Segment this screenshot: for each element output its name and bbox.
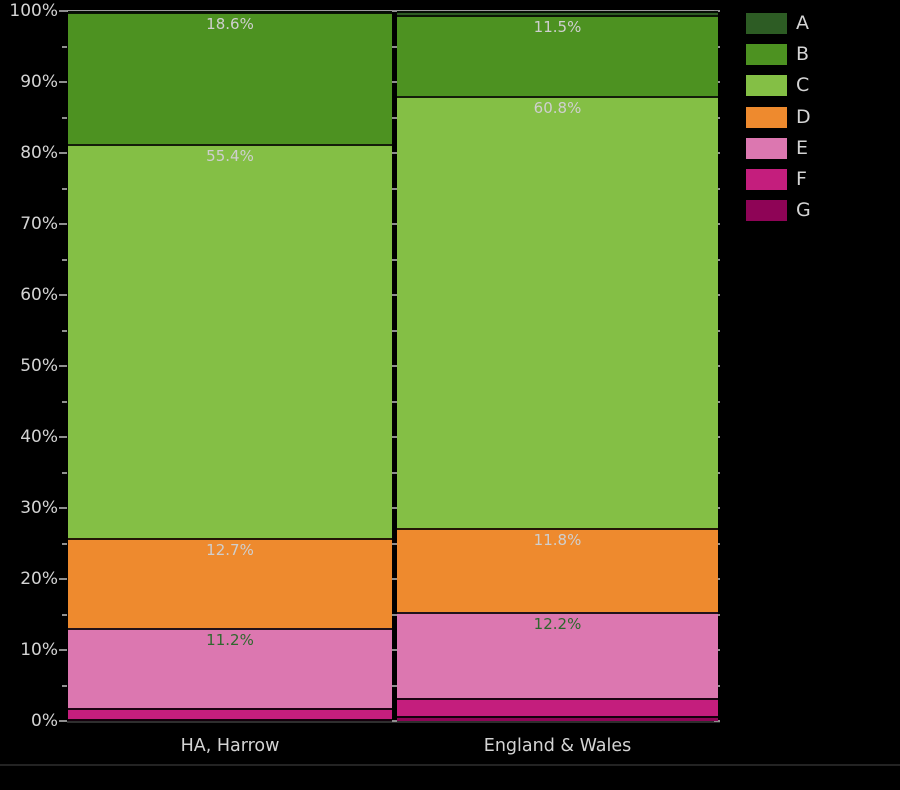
segment-value-label: 55.4% <box>206 147 254 166</box>
bar-segment-d: 12.7% <box>68 537 392 628</box>
y-tick-label: 20% <box>20 568 58 589</box>
legend-label-b: B <box>796 43 810 66</box>
y-gap-tick <box>392 720 397 722</box>
legend-label-f: F <box>796 168 807 190</box>
bar-segment-f <box>68 707 392 719</box>
y-major-tick <box>59 10 67 12</box>
y-minor-tick <box>62 684 67 687</box>
y-gap-tick <box>392 613 397 616</box>
legend-label-a: A <box>796 12 809 34</box>
y-minor-tick <box>62 542 67 545</box>
y-tick-label: 40% <box>20 426 58 447</box>
y-tick-label: 70% <box>20 213 58 234</box>
legend-swatch-b <box>746 44 787 66</box>
x-tick-label: England & Wales <box>483 736 632 756</box>
y-right-tick <box>714 720 720 722</box>
y-minor-tick <box>62 329 67 332</box>
y-gap-tick <box>392 684 397 687</box>
bar-segment-b: 11.5% <box>397 14 718 97</box>
bar-segment-f <box>397 698 718 717</box>
y-gap-tick <box>392 436 397 438</box>
y-major-tick <box>59 152 67 154</box>
bar-segment-d: 11.8% <box>397 527 718 612</box>
segment-value-label: 11.2% <box>206 630 254 649</box>
y-major-tick <box>59 436 67 438</box>
y-major-tick <box>59 223 67 225</box>
bar-segment-e: 11.2% <box>68 627 392 708</box>
y-minor-tick <box>62 258 67 261</box>
plot-bottom-spine <box>67 721 720 723</box>
y-minor-tick <box>62 613 67 616</box>
legend-label-c: C <box>796 74 810 97</box>
legend-swatch-d <box>746 106 787 128</box>
segment-value-label: 11.5% <box>533 17 582 36</box>
segment-value-label: 12.2% <box>533 614 582 633</box>
y-gap-tick <box>392 45 397 48</box>
legend-swatch-f <box>746 169 787 190</box>
legend-swatch-a <box>746 13 787 34</box>
y-gap-tick <box>392 542 397 545</box>
legend-label-g: G <box>796 199 811 222</box>
legend-swatch-g <box>746 200 787 222</box>
bar-segment-c: 60.8% <box>397 96 718 528</box>
bar-segment-b: 18.6% <box>68 12 392 145</box>
legend-swatch-e <box>746 137 787 159</box>
y-major-tick <box>59 81 67 83</box>
y-tick-label: 80% <box>20 142 58 163</box>
y-minor-tick <box>62 45 67 48</box>
y-gap-tick <box>392 152 397 154</box>
y-gap-tick <box>392 187 397 190</box>
y-gap-tick <box>392 223 397 225</box>
y-minor-tick <box>62 187 67 190</box>
y-gap-tick <box>392 578 397 580</box>
y-major-tick <box>59 507 67 509</box>
y-tick-label: 30% <box>20 497 58 518</box>
bar-segment-g <box>397 716 718 721</box>
y-tick-label: 0% <box>31 710 58 731</box>
y-major-tick <box>59 365 67 367</box>
y-gap-tick <box>392 329 397 332</box>
y-tick-label: 90% <box>20 71 58 92</box>
x-tick-label: HA, Harrow <box>180 736 280 756</box>
segment-value-label: 11.8% <box>533 530 582 549</box>
y-gap-tick <box>392 116 397 119</box>
y-gap-tick <box>392 649 397 651</box>
segment-value-label: 60.8% <box>533 99 582 118</box>
bar-segment-a <box>397 11 718 15</box>
bar-segment-c: 55.4% <box>68 144 392 538</box>
bar-segment-g <box>68 718 392 721</box>
y-major-tick <box>59 294 67 296</box>
y-gap-tick <box>392 10 397 12</box>
y-minor-tick <box>62 400 67 403</box>
y-tick-label: 50% <box>20 355 58 376</box>
y-minor-tick <box>62 471 67 474</box>
y-gap-tick <box>392 507 397 509</box>
y-gap-tick <box>392 81 397 83</box>
y-major-tick <box>59 720 67 722</box>
bar-segment-e: 12.2% <box>397 611 718 699</box>
y-gap-tick <box>392 471 397 474</box>
legend-label-d: D <box>796 105 811 128</box>
y-tick-label: 10% <box>20 639 58 660</box>
segment-value-label: 12.7% <box>206 540 254 559</box>
y-major-tick <box>59 649 67 651</box>
legend-label-e: E <box>796 136 809 159</box>
y-gap-tick <box>392 258 397 261</box>
y-major-tick <box>59 578 67 580</box>
y-tick-label: 60% <box>20 284 58 305</box>
figure-bottom-divider <box>0 764 900 766</box>
segment-value-label: 18.6% <box>206 15 254 34</box>
y-gap-tick <box>392 365 397 367</box>
y-gap-tick <box>392 400 397 403</box>
y-tick-label: 100% <box>9 0 58 21</box>
bar-segment-a <box>68 11 392 13</box>
y-minor-tick <box>62 116 67 119</box>
y-gap-tick <box>392 294 397 296</box>
legend-swatch-c <box>746 75 787 97</box>
